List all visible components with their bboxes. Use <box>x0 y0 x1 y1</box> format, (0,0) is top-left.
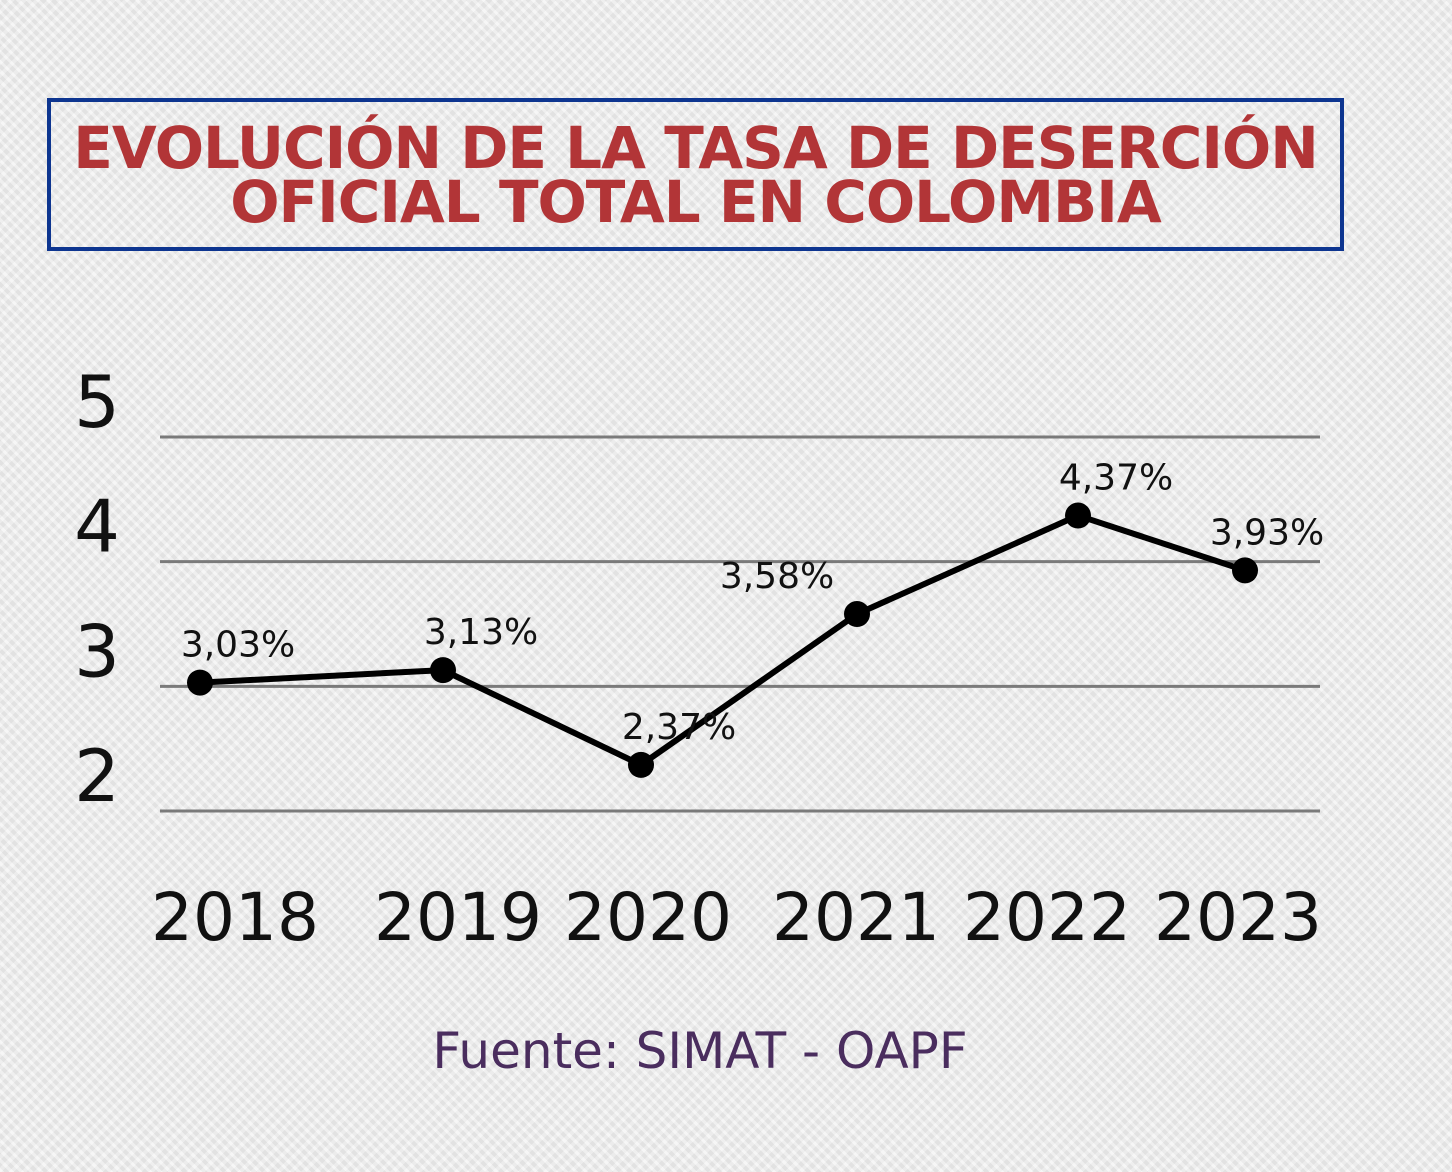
data-point <box>844 601 870 628</box>
title-box: EVOLUCIÓN DE LA TASA DE DESERCIÓN OFICIA… <box>47 98 1344 251</box>
y-tick-label: 4 <box>74 485 120 569</box>
y-tick-label: 3 <box>74 609 120 693</box>
data-label: 3,93% <box>1210 512 1324 553</box>
data-label: 3,03% <box>181 625 295 666</box>
x-tick-label: 2023 <box>1154 879 1322 956</box>
data-label: 3,13% <box>424 612 538 653</box>
source-note: Fuente: SIMAT - OAPF <box>432 1022 968 1080</box>
data-label: 4,37% <box>1059 458 1173 499</box>
title-line-2: OFICIAL TOTAL EN COLOMBIA <box>230 167 1161 236</box>
x-tick-label: 2018 <box>151 879 319 956</box>
data-point <box>1232 557 1258 584</box>
data-point <box>1065 502 1091 529</box>
y-tick-label: 2 <box>74 734 120 818</box>
data-label: 2,37% <box>622 707 736 748</box>
data-point <box>187 669 213 696</box>
data-point <box>628 751 654 778</box>
x-tick-label: 2021 <box>772 879 940 956</box>
data-point <box>430 657 456 684</box>
series-line <box>199 512 1246 768</box>
x-tick-label: 2019 <box>374 879 542 956</box>
y-tick-label: 5 <box>74 360 120 444</box>
data-label: 3,58% <box>720 556 834 597</box>
x-tick-label: 2020 <box>564 879 732 956</box>
title-line-1: EVOLUCIÓN DE LA TASA DE DESERCIÓN <box>73 113 1319 182</box>
x-tick-label: 2022 <box>963 879 1131 956</box>
